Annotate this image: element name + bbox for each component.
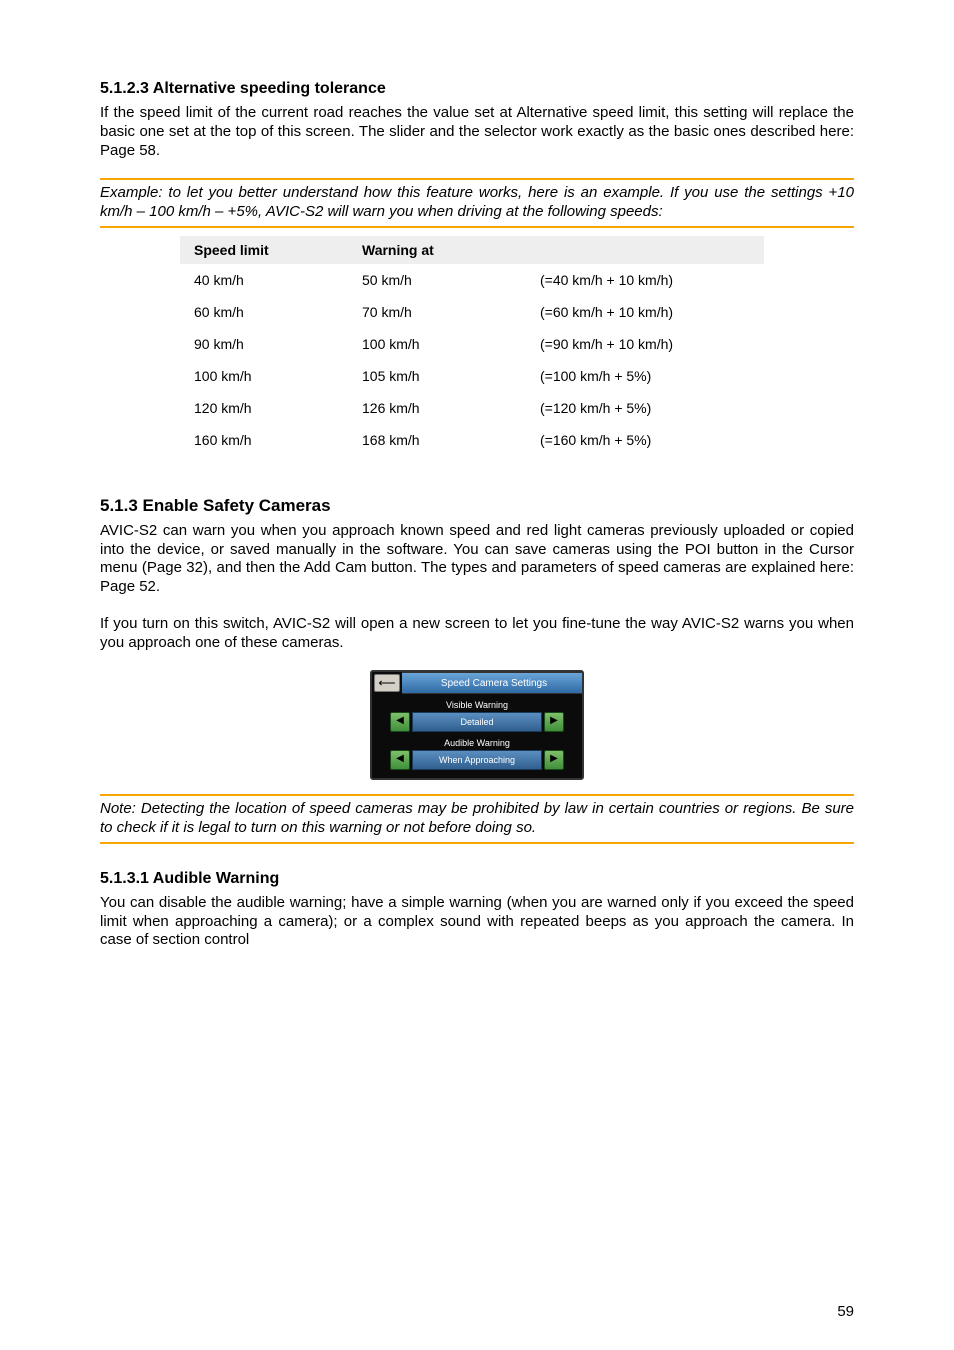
table-row: 90 km/h 100 km/h (=90 km/h + 10 km/h) bbox=[180, 328, 764, 360]
section-heading-5-1-3: 5.1.3 Enable Safety Cameras bbox=[100, 496, 854, 516]
gps-row-label: Audible Warning bbox=[372, 738, 582, 748]
gps-title: Speed Camera Settings bbox=[402, 672, 582, 694]
divider-top bbox=[100, 794, 854, 796]
table-cell: 120 km/h bbox=[180, 392, 348, 424]
table-cell: 100 km/h bbox=[348, 328, 526, 360]
table-row: 160 km/h 168 km/h (=160 km/h + 5%) bbox=[180, 424, 764, 456]
paragraph: If you turn on this switch, AVIC-S2 will… bbox=[100, 615, 854, 653]
table-row: 60 km/h 70 km/h (=60 km/h + 10 km/h) bbox=[180, 296, 764, 328]
section-heading-5-1-2-3: 5.1.2.3 Alternative speeding tolerance bbox=[100, 80, 854, 98]
table-header: Warning at bbox=[348, 236, 526, 264]
divider-bottom bbox=[100, 226, 854, 228]
table-cell: 60 km/h bbox=[180, 296, 348, 328]
note-box: Note: Detecting the location of speed ca… bbox=[100, 794, 854, 844]
page-number: 59 bbox=[837, 1303, 854, 1320]
section-heading-5-1-3-1: 5.1.3.1 Audible Warning bbox=[100, 870, 854, 888]
left-arrow-icon: ◀ bbox=[390, 712, 410, 732]
gps-screen: ⟵ Speed Camera Settings Visible Warning … bbox=[370, 670, 584, 780]
table-cell: (=90 km/h + 10 km/h) bbox=[526, 328, 764, 360]
divider-top bbox=[100, 178, 854, 180]
gps-selector: ◀ Detailed ▶ bbox=[390, 712, 564, 732]
table-cell: 100 km/h bbox=[180, 360, 348, 392]
table-cell: (=120 km/h + 5%) bbox=[526, 392, 764, 424]
table-cell: 40 km/h bbox=[180, 264, 348, 296]
table-header bbox=[526, 236, 764, 264]
paragraph: AVIC-S2 can warn you when you approach k… bbox=[100, 522, 854, 597]
note-text: Note: Detecting the location of speed ca… bbox=[100, 800, 854, 838]
table-cell: 50 km/h bbox=[348, 264, 526, 296]
paragraph: You can disable the audible warning; hav… bbox=[100, 894, 854, 950]
table-row: 120 km/h 126 km/h (=120 km/h + 5%) bbox=[180, 392, 764, 424]
right-arrow-icon: ▶ bbox=[544, 750, 564, 770]
gps-value: When Approaching bbox=[412, 750, 542, 770]
table-cell: 168 km/h bbox=[348, 424, 526, 456]
table-cell: 70 km/h bbox=[348, 296, 526, 328]
gps-titlebar: ⟵ Speed Camera Settings bbox=[372, 672, 582, 694]
example-text: Example: to let you better understand ho… bbox=[100, 184, 854, 222]
table-cell: 90 km/h bbox=[180, 328, 348, 360]
gps-selector: ◀ When Approaching ▶ bbox=[390, 750, 564, 770]
example-box: Example: to let you better understand ho… bbox=[100, 178, 854, 228]
table-cell: (=100 km/h + 5%) bbox=[526, 360, 764, 392]
speed-table: Speed limit Warning at 40 km/h 50 km/h (… bbox=[180, 236, 764, 456]
table-row: 40 km/h 50 km/h (=40 km/h + 10 km/h) bbox=[180, 264, 764, 296]
table-cell: 105 km/h bbox=[348, 360, 526, 392]
table-cell: 160 km/h bbox=[180, 424, 348, 456]
table-header-row: Speed limit Warning at bbox=[180, 236, 764, 264]
left-arrow-icon: ◀ bbox=[390, 750, 410, 770]
back-icon: ⟵ bbox=[374, 674, 400, 692]
gps-value: Detailed bbox=[412, 712, 542, 732]
table-row: 100 km/h 105 km/h (=100 km/h + 5%) bbox=[180, 360, 764, 392]
divider-bottom bbox=[100, 842, 854, 844]
table-cell: (=160 km/h + 5%) bbox=[526, 424, 764, 456]
table-cell: (=60 km/h + 10 km/h) bbox=[526, 296, 764, 328]
table-cell: (=40 km/h + 10 km/h) bbox=[526, 264, 764, 296]
paragraph-intro: If the speed limit of the current road r… bbox=[100, 104, 854, 160]
right-arrow-icon: ▶ bbox=[544, 712, 564, 732]
gps-row-label: Visible Warning bbox=[372, 700, 582, 710]
embedded-screenshot: ⟵ Speed Camera Settings Visible Warning … bbox=[100, 670, 854, 780]
table-cell: 126 km/h bbox=[348, 392, 526, 424]
table-header: Speed limit bbox=[180, 236, 348, 264]
